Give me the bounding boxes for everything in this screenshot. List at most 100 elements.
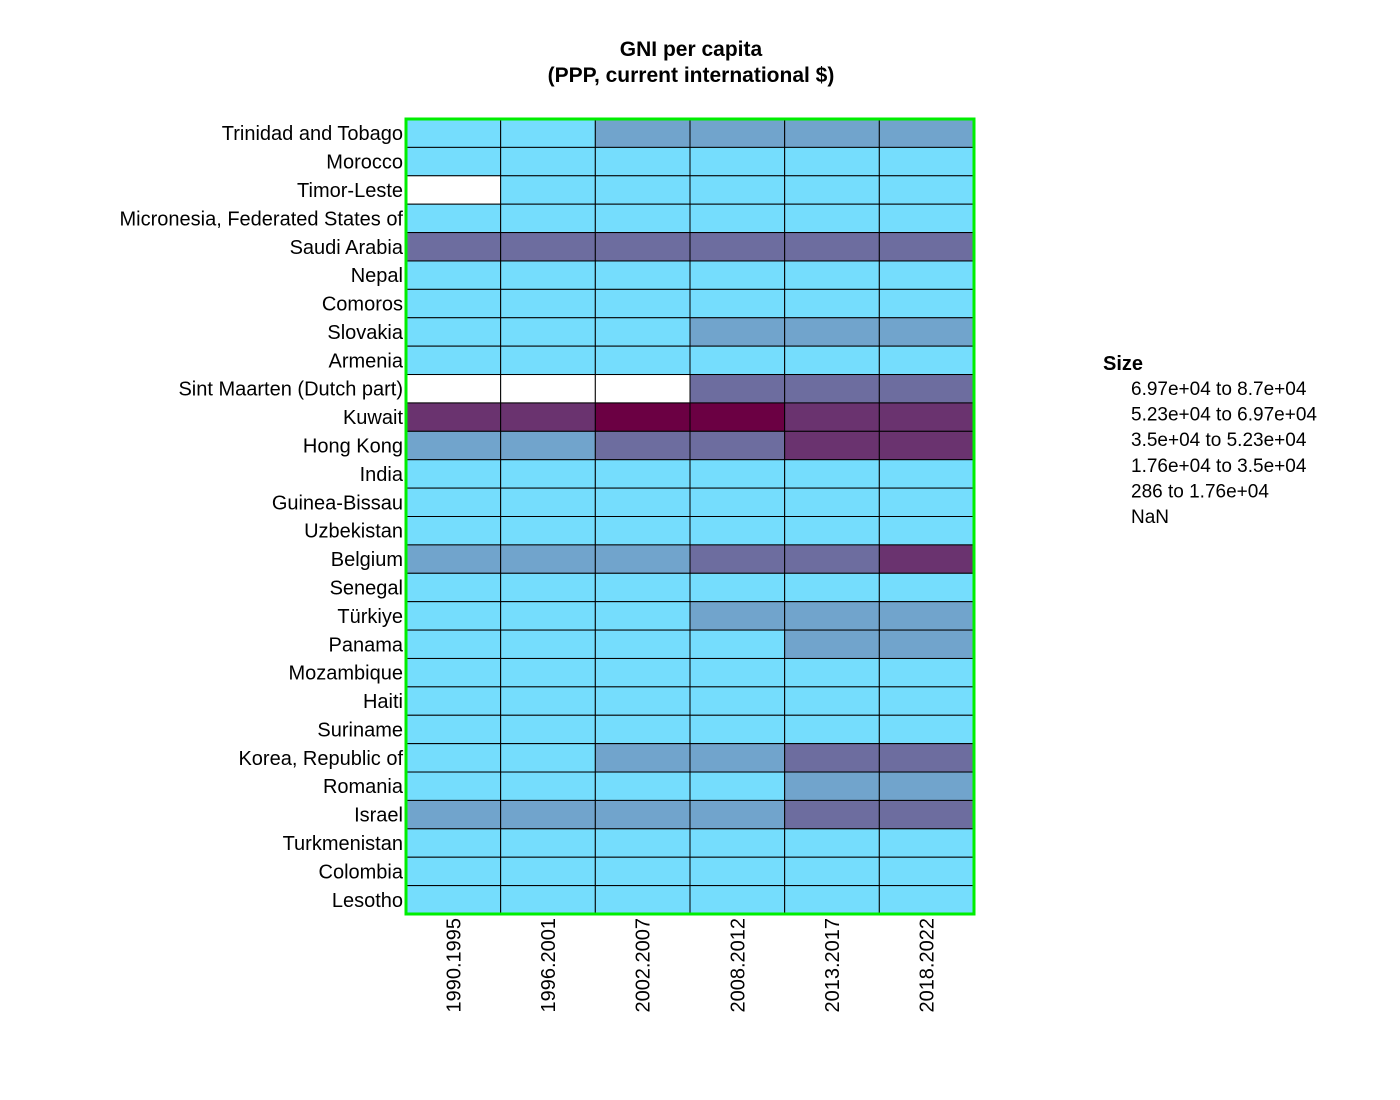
heatmap-cell: [689, 743, 786, 773]
heatmap-cell: [594, 885, 691, 915]
heatmap-cell: [405, 402, 502, 432]
heatmap-cell: [784, 516, 880, 546]
heatmap-cell: [594, 402, 691, 432]
heatmap-cell: [405, 430, 502, 461]
heatmap-cell: [689, 487, 786, 518]
row-label: Timor-Leste: [297, 180, 403, 202]
heatmap-cell: [500, 516, 596, 546]
heatmap-cell: [784, 203, 880, 234]
heatmap-cell: [405, 743, 502, 773]
heatmap-cell: [594, 544, 691, 574]
heatmap-cell: [784, 885, 880, 915]
plot-frame: [404, 117, 976, 916]
row-label: Hong Kong: [303, 436, 403, 458]
heatmap-cell: [405, 118, 502, 148]
heatmap-cell: [878, 714, 975, 745]
heatmap-cell: [500, 657, 596, 688]
heatmap-cell: [500, 885, 596, 915]
heatmap-cell: [500, 743, 596, 773]
heatmap-cell: [500, 374, 596, 404]
heatmap-cell: [594, 856, 691, 887]
heatmap-cell: [689, 601, 786, 631]
heatmap-cell: [594, 828, 691, 858]
column-label: 2018.2022: [917, 918, 939, 1013]
heatmap-cell: [594, 572, 691, 603]
heatmap-cell: [689, 374, 786, 404]
heatmap-cell: [784, 799, 880, 830]
heatmap-cell: [500, 714, 596, 745]
heatmap-cell: [689, 430, 786, 461]
heatmap-cell: [500, 487, 596, 518]
heatmap-cell: [405, 374, 502, 404]
heatmap-cell: [500, 203, 596, 234]
row-label: Mozambique: [288, 663, 403, 685]
heatmap-cell: [878, 743, 975, 773]
row-label: Guinea-Bissau: [272, 492, 403, 514]
row-label: Haiti: [363, 691, 403, 713]
heatmap-cell: [784, 714, 880, 745]
heatmap-cell: [405, 601, 502, 631]
heatmap-cell: [878, 572, 975, 603]
row-label: Korea, Republic of: [238, 748, 403, 770]
heatmap-cell: [500, 629, 596, 659]
heatmap-cell: [689, 146, 786, 177]
heatmap-cell: [784, 118, 880, 148]
heatmap-cell: [878, 516, 975, 546]
heatmap-cell: [784, 601, 880, 631]
legend-item: 5.23e+04 to 6.97e+04: [1131, 405, 1317, 426]
row-label: Armenia: [329, 350, 404, 372]
heatmap-cell: [878, 487, 975, 518]
heatmap-cell: [500, 146, 596, 177]
heatmap-cell: [405, 175, 502, 205]
heatmap-cell: [405, 459, 502, 489]
heatmap-cell: [500, 544, 596, 574]
heatmap-cell: [500, 402, 596, 432]
heatmap-cell: [594, 317, 691, 347]
heatmap-cell: [500, 118, 596, 148]
heatmap-cell: [500, 572, 596, 603]
heatmap-cell: [784, 345, 880, 376]
heatmap-cell: [405, 146, 502, 177]
heatmap-cell: [405, 885, 502, 915]
heatmap-cell: [689, 317, 786, 347]
heatmap-cell: [500, 799, 596, 830]
heatmap-cell: [500, 232, 596, 262]
heatmap-cell: [689, 885, 786, 915]
heatmap-cell: [689, 856, 786, 887]
heatmap-cell: [405, 856, 502, 887]
row-label: Colombia: [319, 861, 404, 883]
heatmap-cell: [689, 175, 786, 205]
heatmap-cell: [500, 288, 596, 319]
heatmap-cell: [784, 402, 880, 432]
heatmap-cell: [500, 828, 596, 858]
heatmap-cell: [594, 686, 691, 716]
row-label: Saudi Arabia: [290, 237, 404, 259]
heatmap-cell: [500, 686, 596, 716]
heatmap-cell: [405, 657, 502, 688]
heatmap-cell: [689, 516, 786, 546]
heatmap-cell: [878, 686, 975, 716]
heatmap-cells: [405, 118, 975, 915]
heatmap-cell: [405, 232, 502, 262]
heatmap-cell: [878, 544, 975, 574]
heatmap-cell: [689, 657, 786, 688]
legend-item: 3.5e+04 to 5.23e+04: [1131, 430, 1307, 451]
heatmap-cell: [594, 799, 691, 830]
heatmap-cell: [784, 430, 880, 461]
row-label: Turkmenistan: [283, 833, 403, 855]
heatmap-cell: [405, 771, 502, 801]
legend: Size 6.97e+04 to 8.7e+04 5.23e+04 to 6.97…: [1103, 353, 1317, 528]
row-labels: Trinidad and Tobago Morocco Timor-Leste Mic…: [120, 123, 404, 912]
column-labels: 1990.1995 1996.2001 2002.2007 2008.2012 2013…: [443, 918, 938, 1013]
heatmap-cell: [784, 771, 880, 801]
heatmap-cell: [878, 799, 975, 830]
heatmap-cell: [594, 657, 691, 688]
heatmap-cell: [500, 430, 596, 461]
heatmap-cell: [689, 232, 786, 262]
row-label: Comoros: [322, 294, 403, 316]
heatmap-cell: [689, 288, 786, 319]
heatmap-cell: [784, 487, 880, 518]
heatmap-cell: [500, 601, 596, 631]
heatmap-cell: [878, 374, 975, 404]
row-label: Belgium: [331, 549, 403, 571]
